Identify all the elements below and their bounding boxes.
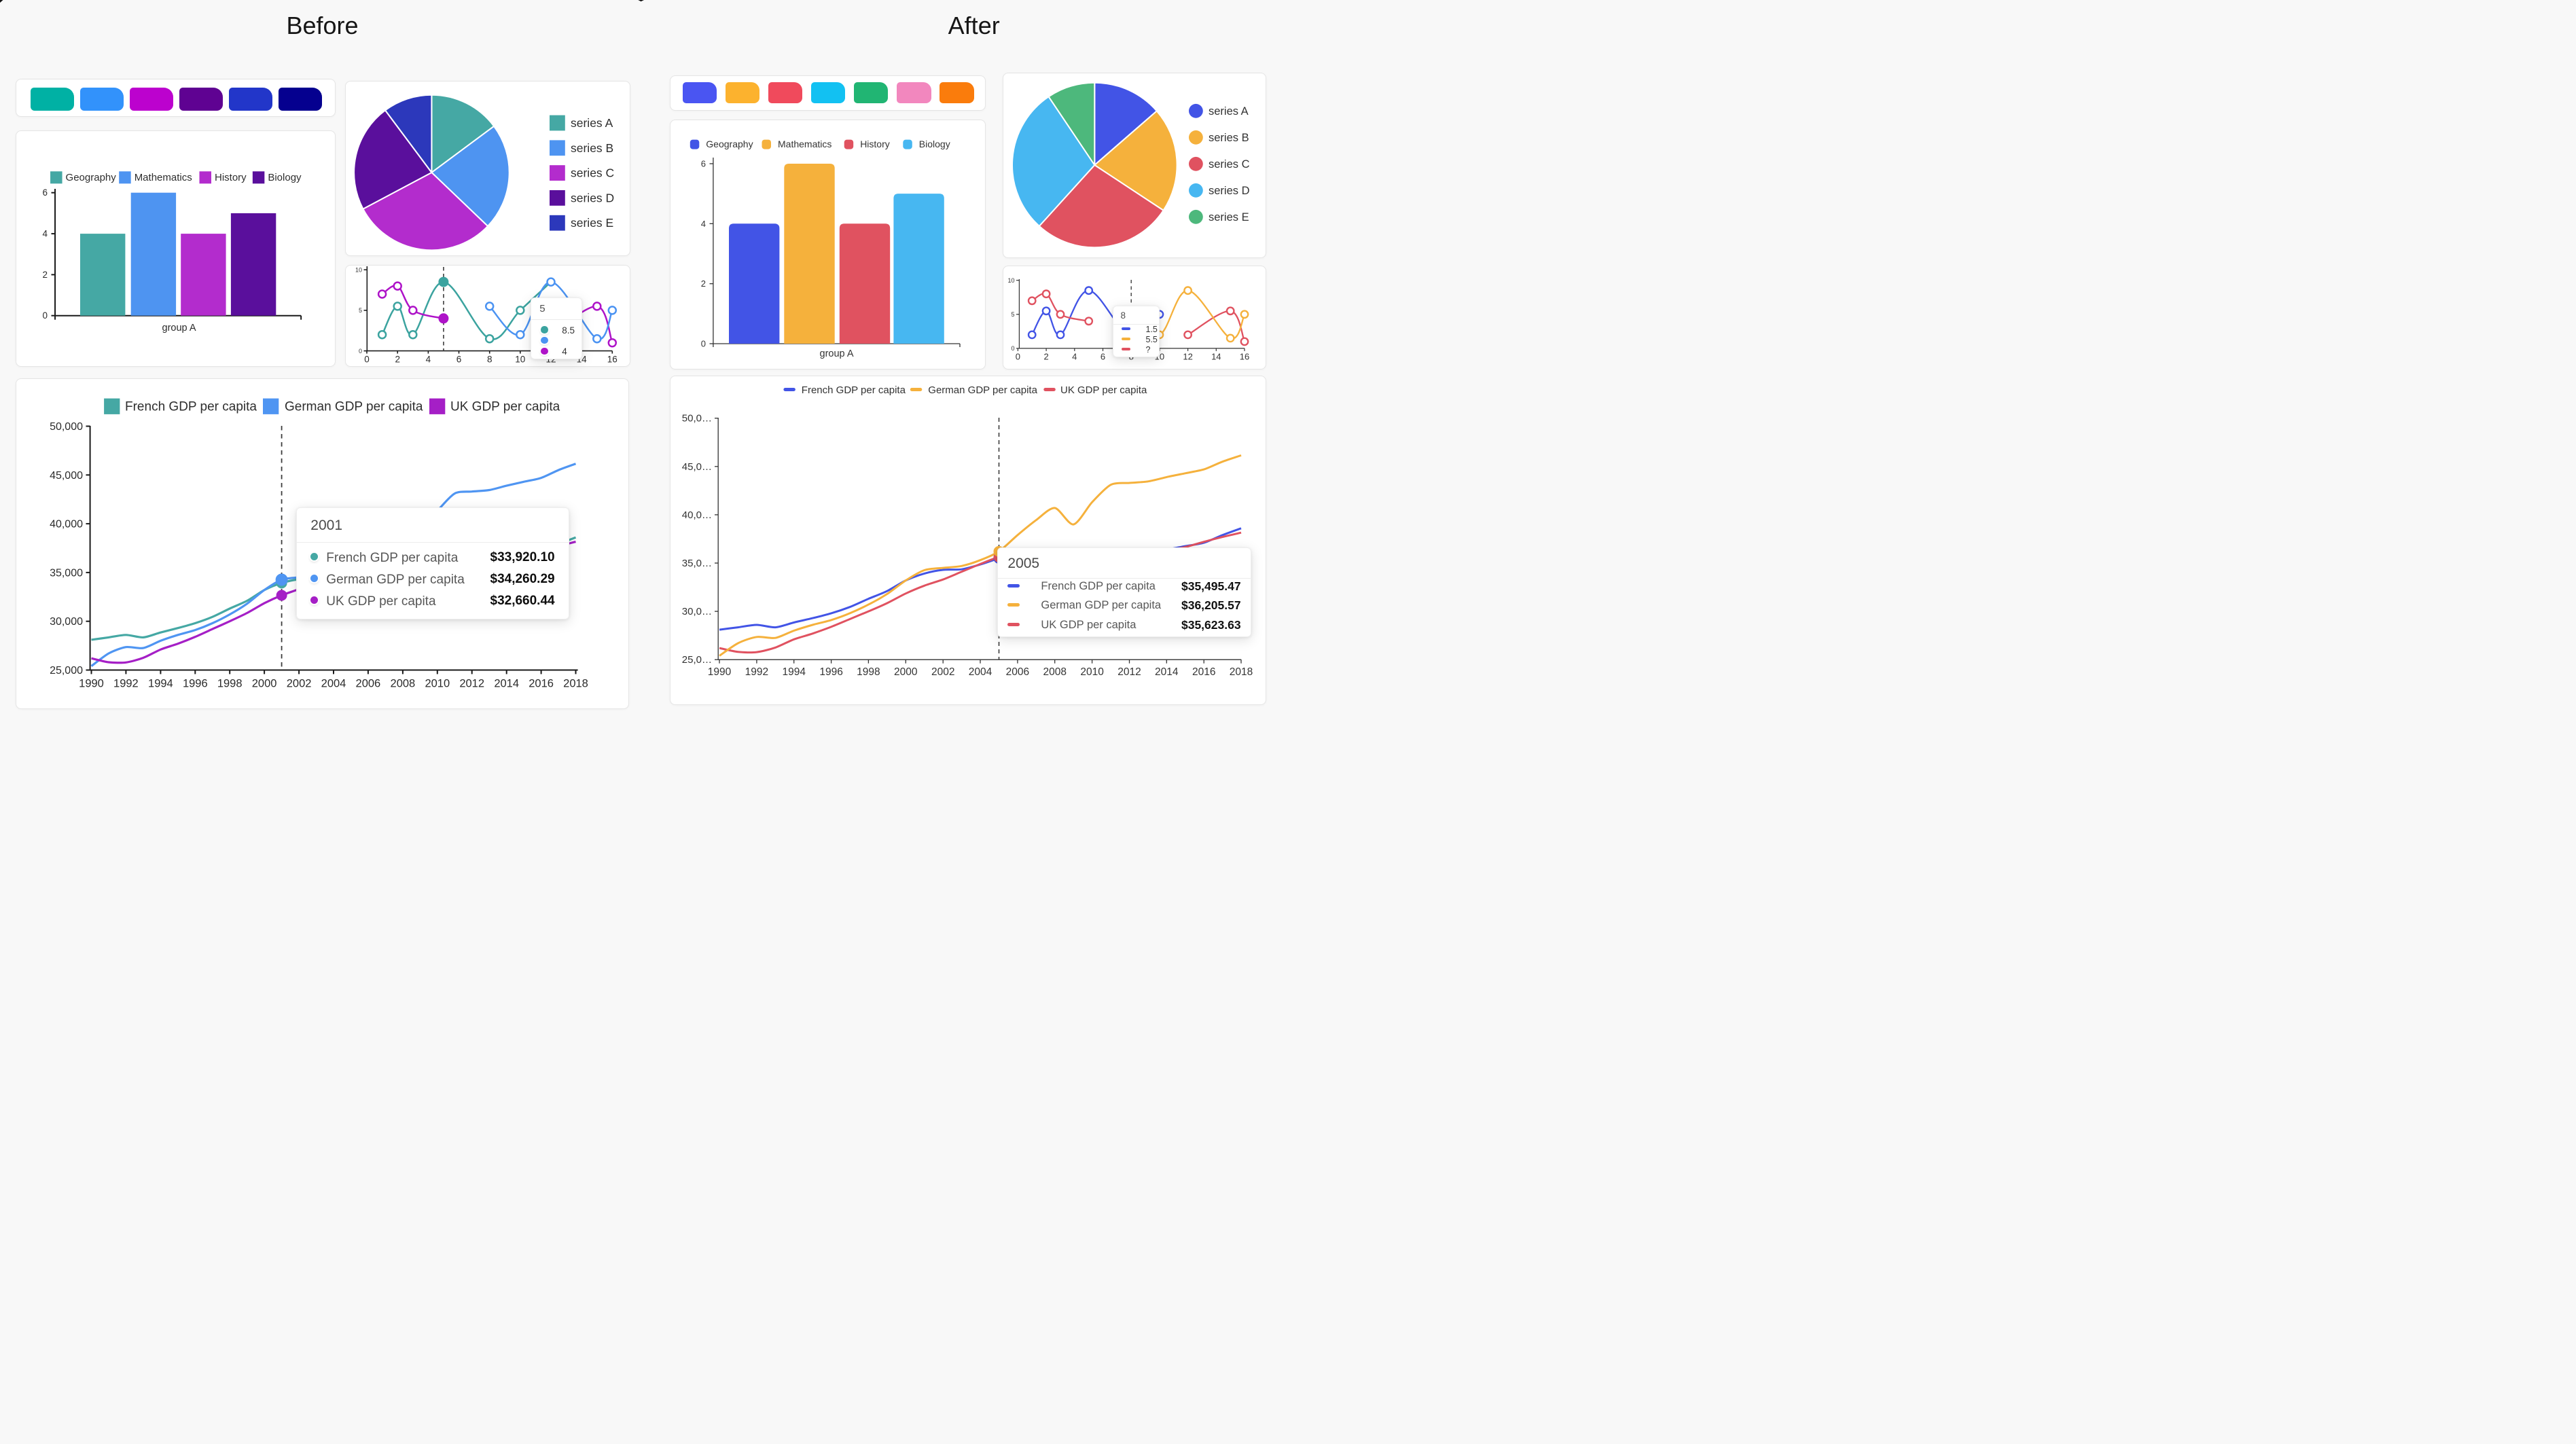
- svg-text:1998: 1998: [217, 677, 243, 689]
- svg-text:2012: 2012: [1117, 666, 1141, 678]
- svg-text:10: 10: [355, 266, 362, 273]
- svg-text:1994: 1994: [148, 677, 173, 689]
- svg-text:4: 4: [1072, 351, 1077, 361]
- svg-text:series B: series B: [571, 141, 613, 155]
- svg-text:series E: series E: [571, 216, 613, 230]
- svg-text:series A: series A: [1209, 105, 1249, 118]
- svg-text:45,000: 45,000: [50, 470, 83, 482]
- svg-text:1990: 1990: [708, 666, 732, 678]
- svg-text:German GDP per capita: German GDP per capita: [928, 384, 1037, 396]
- svg-text:2004: 2004: [321, 677, 346, 689]
- svg-text:UK GDP per capita: UK GDP per capita: [450, 400, 560, 414]
- svg-text:series D: series D: [1209, 185, 1250, 197]
- svg-text:2: 2: [42, 270, 48, 280]
- svg-text:25,000: 25,000: [50, 665, 83, 676]
- svg-text:2014: 2014: [1155, 666, 1179, 678]
- svg-text:French GDP per capita: French GDP per capita: [802, 384, 906, 396]
- svg-text:UK GDP per capita: UK GDP per capita: [1060, 384, 1147, 396]
- svg-text:4: 4: [701, 219, 706, 229]
- svg-text:8: 8: [487, 355, 493, 365]
- svg-text:2002: 2002: [931, 666, 954, 678]
- svg-text:4: 4: [42, 229, 48, 239]
- svg-text:2008: 2008: [1043, 666, 1066, 678]
- svg-text:5: 5: [1011, 311, 1014, 318]
- svg-text:2002: 2002: [287, 677, 312, 689]
- svg-text:2: 2: [1043, 351, 1048, 361]
- svg-text:series E: series E: [1209, 211, 1249, 223]
- svg-text:2004: 2004: [969, 666, 992, 678]
- svg-text:30,000: 30,000: [50, 616, 83, 628]
- svg-text:1994: 1994: [782, 666, 806, 678]
- svg-text:series C: series C: [1209, 158, 1250, 170]
- svg-text:50,000: 50,000: [50, 421, 83, 433]
- svg-text:16: 16: [1240, 351, 1249, 361]
- svg-text:1998: 1998: [857, 666, 880, 678]
- svg-text:2014: 2014: [494, 677, 519, 689]
- svg-text:Mathematics: Mathematics: [778, 139, 831, 149]
- svg-text:2018: 2018: [563, 677, 588, 689]
- svg-text:2006: 2006: [356, 677, 381, 689]
- svg-text:0: 0: [701, 339, 706, 349]
- svg-text:2016: 2016: [1192, 666, 1215, 678]
- svg-text:0: 0: [359, 348, 362, 355]
- svg-text:1992: 1992: [113, 677, 139, 689]
- svg-text:40,0…: 40,0…: [682, 509, 712, 521]
- svg-text:50,0…: 50,0…: [682, 413, 712, 425]
- svg-text:series C: series C: [571, 166, 614, 180]
- svg-text:Geography: Geography: [66, 172, 117, 183]
- svg-text:French GDP per capita: French GDP per capita: [125, 400, 257, 414]
- svg-text:Biology: Biology: [919, 139, 950, 149]
- svg-text:1996: 1996: [819, 666, 842, 678]
- svg-text:14: 14: [1211, 351, 1221, 361]
- svg-text:History: History: [860, 139, 890, 149]
- svg-text:2008: 2008: [391, 677, 416, 689]
- svg-text:0: 0: [1011, 345, 1014, 352]
- svg-text:10: 10: [515, 355, 525, 365]
- svg-text:2: 2: [395, 355, 400, 365]
- svg-text:0: 0: [42, 310, 48, 321]
- svg-text:1992: 1992: [745, 666, 768, 678]
- svg-text:10: 10: [1007, 277, 1014, 284]
- svg-text:2016: 2016: [529, 677, 554, 689]
- svg-text:series B: series B: [1209, 132, 1249, 144]
- svg-text:2018: 2018: [1230, 666, 1253, 678]
- svg-text:4: 4: [426, 355, 431, 365]
- svg-text:35,000: 35,000: [50, 567, 83, 579]
- svg-text:2000: 2000: [894, 666, 918, 678]
- svg-text:Geography: Geography: [706, 139, 753, 149]
- svg-text:2000: 2000: [252, 677, 277, 689]
- svg-text:6: 6: [42, 187, 48, 198]
- svg-text:series A: series A: [571, 116, 613, 130]
- svg-text:2006: 2006: [1006, 666, 1029, 678]
- svg-text:1996: 1996: [183, 677, 208, 689]
- svg-text:group A: group A: [162, 323, 196, 333]
- svg-text:2012: 2012: [459, 677, 484, 689]
- svg-text:40,000: 40,000: [50, 519, 83, 530]
- svg-text:Mathematics: Mathematics: [135, 172, 192, 183]
- svg-text:16: 16: [607, 355, 618, 365]
- svg-text:6: 6: [457, 355, 462, 365]
- svg-text:25,0…: 25,0…: [682, 654, 712, 666]
- svg-text:2010: 2010: [1080, 666, 1104, 678]
- svg-text:6: 6: [1101, 351, 1105, 361]
- svg-text:2010: 2010: [425, 677, 450, 689]
- svg-text:2: 2: [701, 278, 706, 289]
- svg-text:History: History: [215, 172, 247, 183]
- svg-text:German GDP per capita: German GDP per capita: [285, 400, 423, 414]
- svg-text:1990: 1990: [79, 677, 104, 689]
- svg-text:group A: group A: [820, 348, 854, 359]
- svg-text:6: 6: [701, 159, 706, 169]
- svg-text:45,0…: 45,0…: [682, 461, 712, 473]
- svg-text:35,0…: 35,0…: [682, 558, 712, 569]
- svg-text:Biology: Biology: [268, 172, 302, 183]
- svg-text:0: 0: [364, 355, 370, 365]
- svg-text:12: 12: [1183, 351, 1192, 361]
- svg-text:30,0…: 30,0…: [682, 606, 712, 617]
- svg-text:5: 5: [359, 307, 362, 314]
- svg-text:series D: series D: [571, 191, 614, 204]
- svg-text:0: 0: [1016, 351, 1020, 361]
